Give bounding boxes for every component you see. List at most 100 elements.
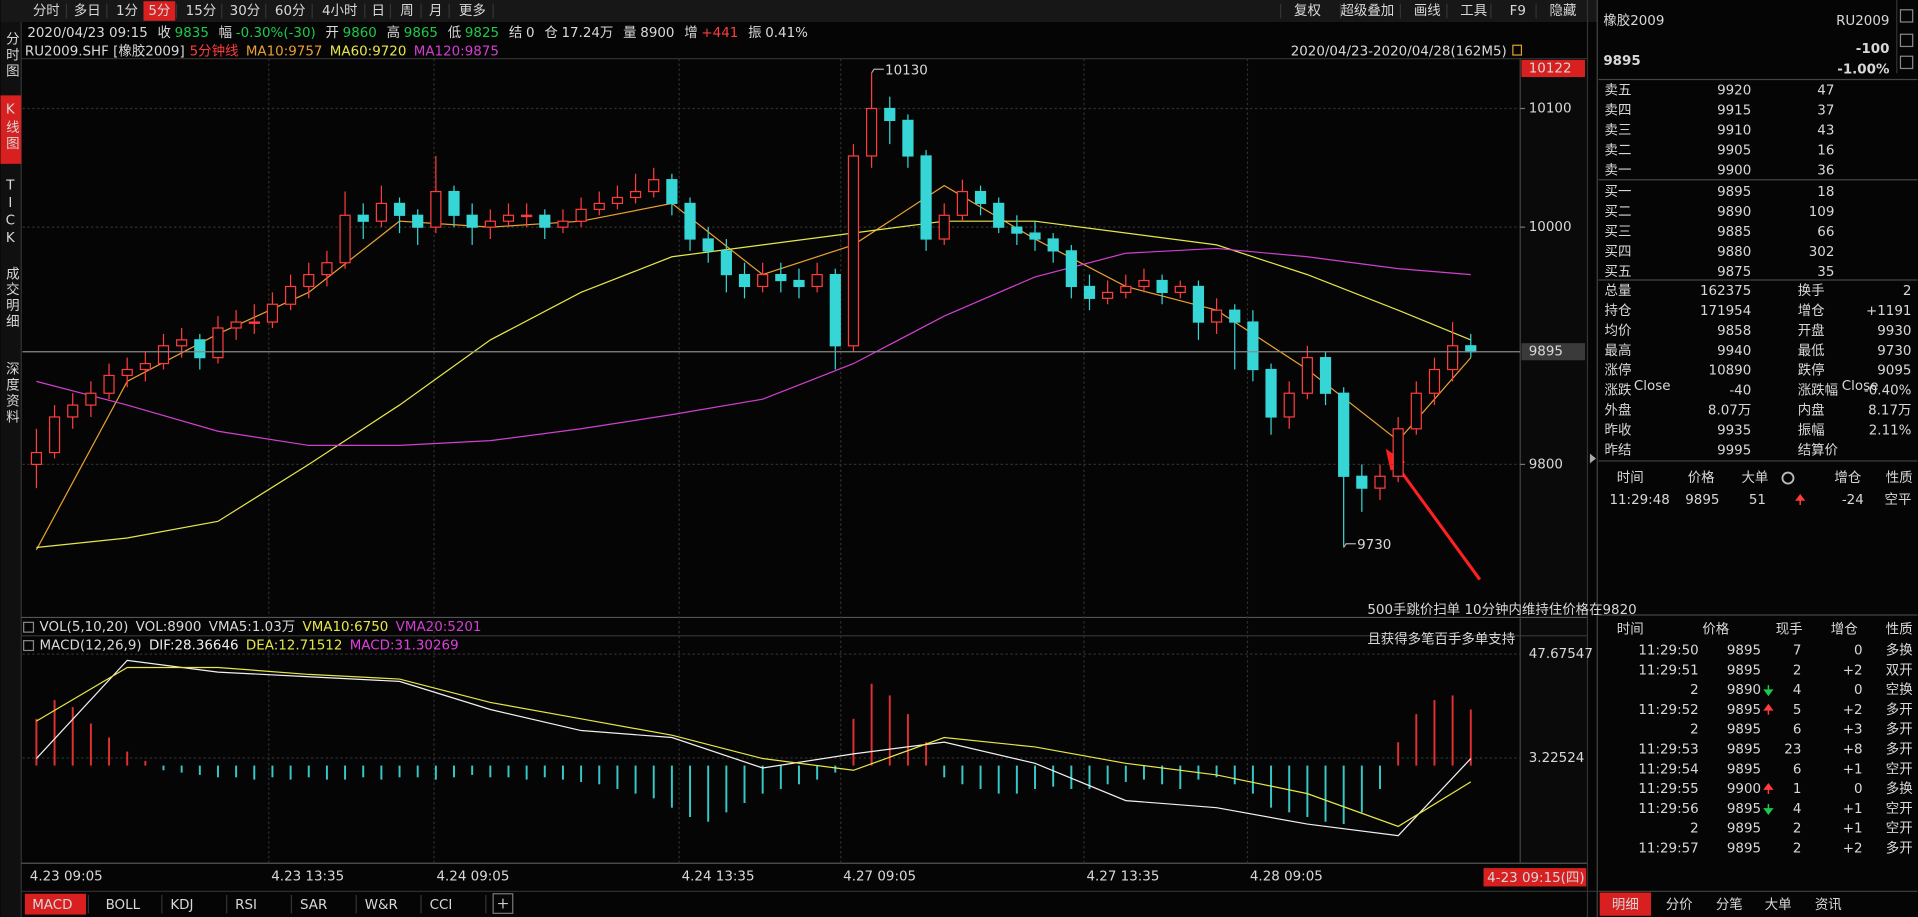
active-tab-bg bbox=[24, 893, 87, 915]
tool-button[interactable]: 画线 bbox=[1414, 3, 1441, 19]
macd-title: MACD(12,26,9) bbox=[40, 639, 142, 654]
active-tab-bg bbox=[143, 1, 176, 21]
period-tab[interactable]: 周 bbox=[400, 4, 413, 19]
candle-body bbox=[902, 119, 914, 157]
stat-value: 9930 bbox=[1877, 324, 1911, 339]
candle-body bbox=[85, 392, 97, 406]
tool-button[interactable]: 复权 bbox=[1294, 2, 1321, 19]
side-tab[interactable]: K线图 bbox=[3, 103, 20, 152]
cell-time: 11:29:53 bbox=[1638, 742, 1698, 757]
book-price: 9885 bbox=[1717, 225, 1751, 240]
period-tab[interactable]: 5分 bbox=[148, 3, 170, 19]
macd-bar bbox=[71, 707, 74, 766]
cell-oi: -24 bbox=[1842, 493, 1864, 508]
quote-label: 仓 bbox=[544, 25, 558, 41]
book-volume: 35 bbox=[1817, 265, 1834, 280]
side-tab[interactable]: 分时图 bbox=[3, 32, 20, 80]
lock-icon[interactable] bbox=[1512, 44, 1523, 56]
period-tab[interactable]: 多日 bbox=[74, 2, 101, 19]
side-tab[interactable]: 成交明细 bbox=[3, 266, 20, 330]
panel-tab[interactable]: 分价 bbox=[1666, 897, 1693, 913]
add-indicator[interactable] bbox=[492, 893, 514, 914]
candle-body bbox=[629, 190, 642, 199]
cell-oi: 0 bbox=[1854, 782, 1863, 797]
candle-body bbox=[412, 214, 424, 228]
top-price-label: 10122 bbox=[1529, 61, 1572, 76]
candle-body bbox=[1410, 392, 1422, 430]
period-tab[interactable]: 日 bbox=[372, 4, 385, 19]
candle-body bbox=[1229, 309, 1241, 323]
macd-bar bbox=[89, 723, 92, 766]
cell-type: 空开 bbox=[1886, 801, 1913, 817]
candle-body bbox=[684, 202, 696, 240]
panel-tab[interactable]: 分笔 bbox=[1716, 897, 1743, 913]
indicator-tab[interactable]: MACD bbox=[32, 898, 72, 913]
cell-time: 11:29:50 bbox=[1638, 643, 1698, 658]
macd-bar bbox=[380, 765, 383, 780]
x-tick-label: 4.27 13:35 bbox=[1086, 870, 1159, 885]
period-tab[interactable]: 更多 bbox=[459, 2, 486, 19]
book-price: 9910 bbox=[1717, 124, 1751, 139]
book-label: 卖三 bbox=[1605, 123, 1632, 139]
legend-entry: MA10:9757 bbox=[246, 44, 323, 59]
candle-body bbox=[1319, 357, 1332, 394]
candle-body bbox=[375, 202, 387, 222]
candle-body bbox=[938, 214, 950, 240]
column-header: 性质 bbox=[1886, 622, 1913, 638]
stat-label: 跌停 bbox=[1798, 362, 1825, 379]
panel-tab[interactable]: 明细 bbox=[1612, 897, 1639, 913]
candle-body bbox=[448, 190, 460, 216]
indicator-tab[interactable]: W&R bbox=[365, 898, 398, 913]
cell-type: 多开 bbox=[1886, 721, 1913, 738]
candle-body bbox=[230, 321, 242, 329]
period-tab[interactable]: 30分 bbox=[230, 3, 261, 19]
indicator-tab[interactable]: KDJ bbox=[170, 898, 193, 913]
indicator-tab[interactable]: BOLL bbox=[106, 898, 141, 913]
side-icon[interactable] bbox=[1899, 55, 1914, 70]
period-tab[interactable]: 4小时 bbox=[322, 3, 357, 19]
macd-bar bbox=[1070, 765, 1073, 789]
settings-icon[interactable] bbox=[1781, 471, 1795, 485]
candle-body bbox=[321, 262, 333, 276]
chart-info: RU2009.SHF [橡胶2009] 5分钟线 MA10:9757 MA60:972… bbox=[25, 42, 499, 59]
x-tick-label: 4.23 13:35 bbox=[271, 870, 344, 885]
cell-type: 多换 bbox=[1886, 780, 1913, 797]
indicator-tab[interactable]: CCI bbox=[430, 898, 453, 913]
period-tab[interactable]: 1分 bbox=[116, 3, 138, 19]
panel-tab[interactable]: 资讯 bbox=[1815, 897, 1842, 913]
indicator-tab[interactable]: SAR bbox=[300, 898, 327, 913]
period-tab[interactable]: 分时 bbox=[33, 3, 60, 19]
tool-button[interactable]: F9 bbox=[1510, 4, 1526, 19]
indicator-tab[interactable]: RSI bbox=[235, 898, 257, 913]
period-tab[interactable]: 15分 bbox=[186, 3, 217, 19]
quote-time: 2020/04/23 09:15 bbox=[27, 26, 147, 41]
collapse-arrow[interactable] bbox=[1589, 453, 1597, 464]
candle-body bbox=[1120, 285, 1132, 294]
side-icon[interactable] bbox=[1899, 33, 1914, 48]
cell-oi: +2 bbox=[1843, 703, 1863, 718]
side-icon[interactable] bbox=[1899, 9, 1914, 23]
panel-toggle[interactable] bbox=[23, 621, 35, 633]
tool-button[interactable]: 隐藏 bbox=[1550, 3, 1577, 19]
tool-button[interactable]: 超级叠加 bbox=[1340, 3, 1394, 19]
candle-body bbox=[1428, 368, 1441, 394]
period-tab[interactable]: 月 bbox=[429, 4, 442, 19]
cell-time: 2 bbox=[1690, 683, 1699, 698]
candle-body bbox=[121, 368, 133, 377]
panel-toggle[interactable] bbox=[23, 640, 35, 652]
side-tab[interactable]: TICK bbox=[3, 179, 18, 249]
side-tab[interactable]: 深度资料 bbox=[3, 362, 20, 426]
macd-bar bbox=[925, 742, 928, 766]
candle-body bbox=[212, 327, 224, 359]
active-tab-bg bbox=[1599, 892, 1652, 916]
y-tick-label: 10000 bbox=[1529, 220, 1572, 235]
instrument-name: 橡胶2009 bbox=[1603, 12, 1664, 29]
tool-button[interactable]: 工具 bbox=[1460, 4, 1487, 19]
column-header: 时间 bbox=[1617, 470, 1644, 486]
panel-tab[interactable]: 大单 bbox=[1765, 897, 1792, 913]
stat-sup: Close bbox=[1634, 379, 1671, 394]
period-tab[interactable]: 60分 bbox=[275, 3, 306, 19]
stat-value: -0.40% bbox=[1864, 384, 1912, 399]
candle-body bbox=[484, 220, 496, 228]
book-price: 9895 bbox=[1717, 185, 1751, 200]
